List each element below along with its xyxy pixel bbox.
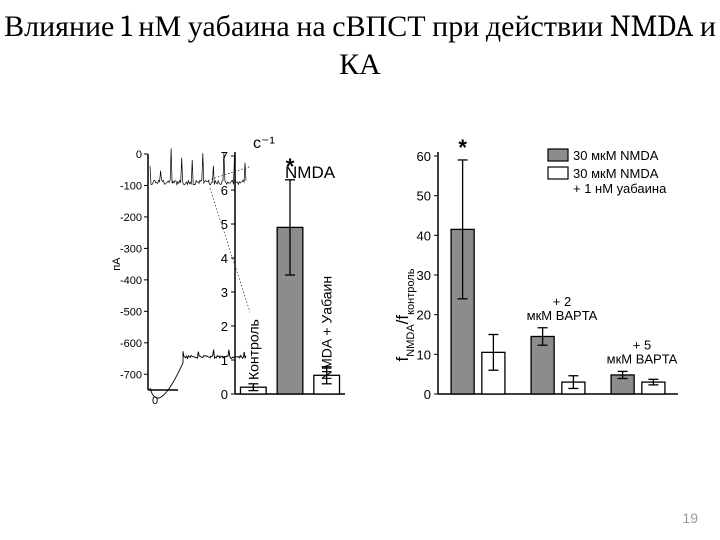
svg-text:*: *: [458, 135, 467, 160]
svg-text:пА: пА: [111, 257, 123, 271]
svg-text:2: 2: [221, 319, 228, 334]
svg-text:0: 0: [221, 387, 228, 402]
svg-text:6: 6: [221, 183, 228, 198]
svg-text:с⁻¹: с⁻¹: [253, 135, 275, 152]
svg-text:0: 0: [424, 387, 431, 402]
svg-text:5: 5: [221, 217, 228, 232]
svg-text:*: *: [286, 154, 295, 179]
svg-text:+ 5: + 5: [633, 337, 651, 352]
svg-text:+ 2: + 2: [553, 294, 571, 309]
svg-text:-300: -300: [120, 243, 142, 255]
svg-text:60: 60: [417, 149, 431, 164]
svg-text:50: 50: [417, 189, 431, 204]
svg-text:4: 4: [221, 251, 228, 266]
panel-c-barchart: 0 10 20 30 40 50 60 fNMDA/fконтроль 30 мкМ NMDA 3…: [390, 130, 690, 420]
svg-text:-600: -600: [120, 338, 142, 350]
svg-text:30 мкМ NMDA: 30 мкМ NMDA: [573, 166, 659, 181]
svg-text:мкМ BAPTA: мкМ BAPTA: [607, 351, 678, 366]
svg-text:20: 20: [417, 308, 431, 323]
svg-text:+ 1 нМ уабаина: + 1 нМ уабаина: [573, 181, 667, 196]
svg-text:-200: -200: [120, 212, 142, 224]
svg-text:-700: -700: [120, 369, 142, 381]
svg-text:30 мкМ NMDA: 30 мкМ NMDA: [573, 148, 659, 163]
page-number: 19: [682, 510, 698, 526]
svg-text:-100: -100: [120, 180, 142, 192]
svg-text:40: 40: [417, 228, 431, 243]
svg-text:-500: -500: [120, 306, 142, 318]
svg-text:NMDA + Уабаин: NMDA + Уабаин: [319, 276, 335, 380]
svg-text:0: 0: [136, 149, 142, 161]
svg-text:мкМ BAPTA: мкМ BAPTA: [527, 308, 598, 323]
svg-text:-400: -400: [120, 275, 142, 287]
svg-text:Контроль: Контроль: [245, 319, 261, 380]
svg-text:10: 10: [417, 347, 431, 362]
svg-text:3: 3: [221, 285, 228, 300]
svg-text:1: 1: [221, 353, 228, 368]
svg-text:30: 30: [417, 268, 431, 283]
slide-title: Влияние 1 нМ уабаина на сВПСТ при действ…: [0, 8, 720, 83]
panel-b-barchart: 01234567с⁻¹NMDAКонтроль*NMDA + Уабаин: [205, 130, 355, 420]
svg-text:fNMDA/fконтроль: fNMDA/fконтроль: [393, 268, 417, 361]
svg-text:7: 7: [221, 149, 228, 164]
